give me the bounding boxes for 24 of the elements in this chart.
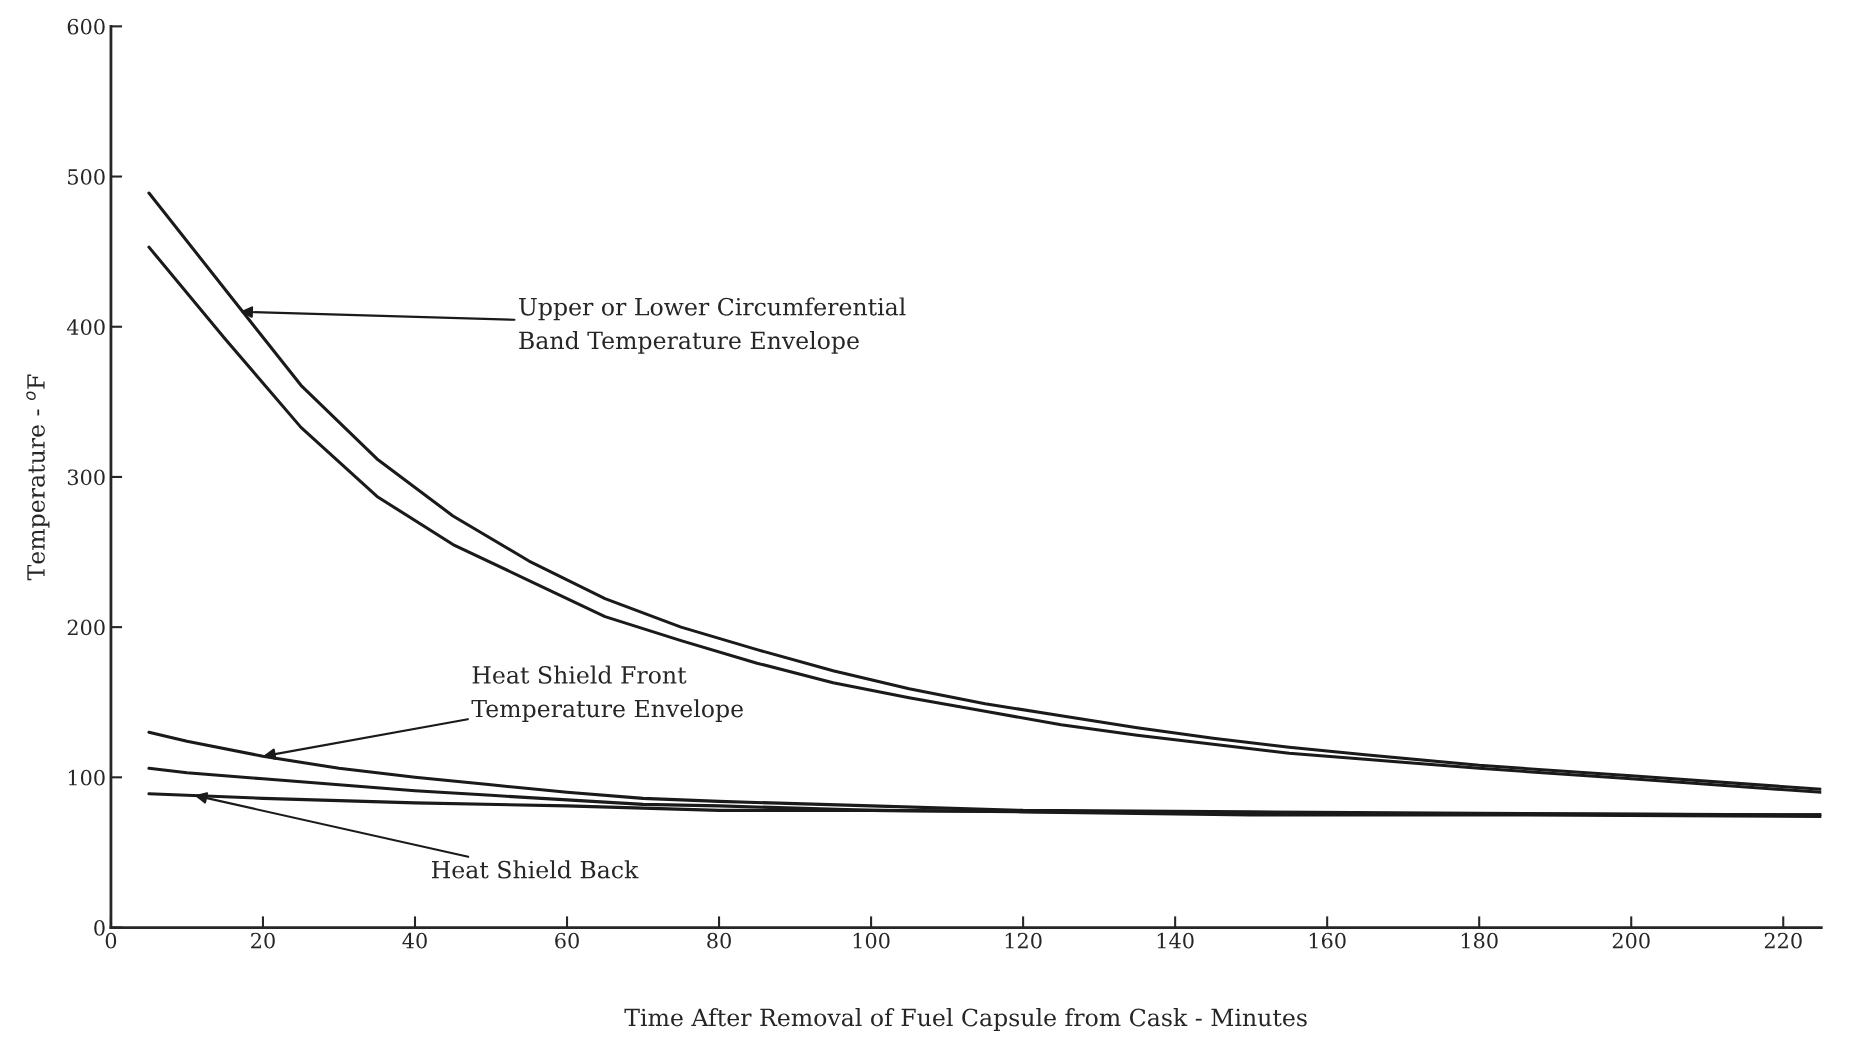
y-tick-label: 300 xyxy=(67,469,105,486)
y-tick-label: 400 xyxy=(66,319,105,335)
y-tick-label: 200 xyxy=(67,619,105,636)
x-axis-title: Time After Removal of Fuel Capsule from Cask - Minutes xyxy=(624,1008,1307,1031)
x-tick-label: 0 xyxy=(105,932,117,949)
y-tick-label: 0 xyxy=(94,919,105,936)
annotation: Heat Shield Back xyxy=(431,860,639,879)
x-tick-label: 100 xyxy=(853,932,890,949)
x-tick-label: 120 xyxy=(1005,932,1042,949)
y-tick-label: 600 xyxy=(67,18,105,35)
annotation: Heat Shield Front Temperature Envelope xyxy=(471,665,743,723)
x-tick-label: 60 xyxy=(555,932,579,949)
x-tick-label: 140 xyxy=(1157,932,1194,949)
x-tick-label: 80 xyxy=(707,932,731,949)
x-tick-label: 200 xyxy=(1612,932,1650,949)
y-tick-label: 100 xyxy=(68,769,105,786)
y-tick-label: 500 xyxy=(68,169,105,185)
annotation: Upper or Lower Circumferential Band Temperature Envelope xyxy=(519,297,906,354)
y-axis-title: Temperature - $^{o}$F xyxy=(26,374,50,581)
x-tick-label: 40 xyxy=(402,932,427,949)
x-tick-label: 220 xyxy=(1764,932,1802,949)
x-tick-label: 20 xyxy=(251,932,275,949)
x-tick-label: 160 xyxy=(1309,932,1346,949)
x-tick-label: 180 xyxy=(1461,932,1498,949)
